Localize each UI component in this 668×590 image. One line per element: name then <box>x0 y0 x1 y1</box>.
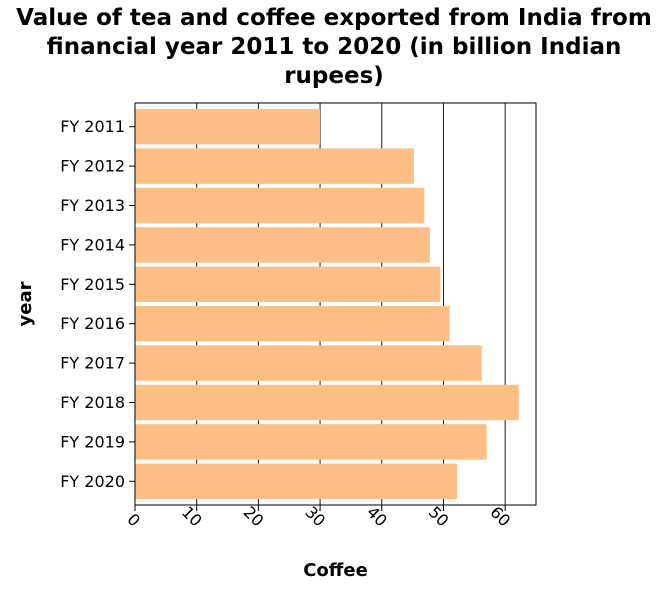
y-tick-label: FY 2014 <box>60 235 125 254</box>
y-tick-label: FY 2018 <box>60 393 125 412</box>
x-axis-title: Coffee <box>303 560 368 581</box>
x-axis: 0 10 20 30 40 50 60 <box>123 502 514 530</box>
y-tick-label: FY 2020 <box>60 472 125 491</box>
bar <box>135 148 414 184</box>
y-tick-label: FY 2011 <box>60 117 125 136</box>
bar <box>135 187 425 224</box>
x-tick-label: 40 <box>363 502 391 530</box>
x-tick-label: 60 <box>486 502 514 530</box>
bar <box>135 384 519 421</box>
bar <box>135 108 321 145</box>
y-tick-label: FY 2016 <box>60 314 125 333</box>
x-tick-label: 20 <box>240 502 268 530</box>
y-tick-label: FY 2019 <box>60 432 125 451</box>
bar <box>135 266 441 303</box>
bar <box>135 345 482 381</box>
x-tick-label: 10 <box>178 502 206 530</box>
y-tick-label: FY 2013 <box>60 196 125 215</box>
plot-frame <box>134 102 537 506</box>
y-axis: FY 2011 FY 2012 FY 2013 FY 2014 FY 2015 FY 20… <box>60 117 135 491</box>
chart-title: Value of tea and coffee exported from In… <box>16 5 652 89</box>
bar <box>135 463 458 500</box>
y-tick-label: FY 2015 <box>60 275 125 294</box>
x-tick-label: 0 <box>123 510 144 531</box>
bars <box>135 108 519 500</box>
y-tick-label: FY 2012 <box>60 157 125 176</box>
bar <box>135 305 450 342</box>
bar <box>135 424 487 460</box>
y-axis-title: year <box>15 281 36 326</box>
x-tick-label: 50 <box>425 502 453 530</box>
x-tick-label: 30 <box>301 502 329 530</box>
y-tick-label: FY 2017 <box>60 354 125 373</box>
bar <box>135 227 430 263</box>
